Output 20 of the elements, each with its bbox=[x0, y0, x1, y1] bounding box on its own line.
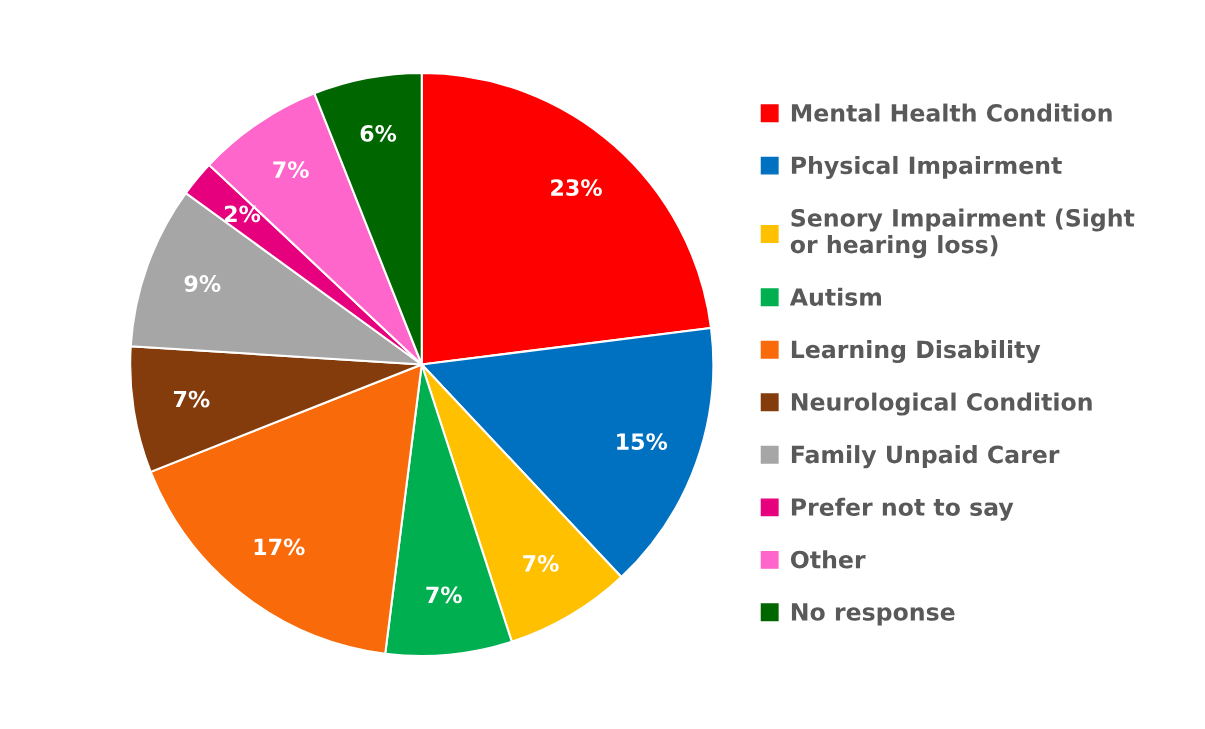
data-label: 7% bbox=[273, 161, 309, 179]
data-label: 6% bbox=[360, 124, 397, 142]
legend-label: Other bbox=[790, 550, 866, 569]
legend-label: Physical Impairment bbox=[791, 155, 1062, 179]
data-label: 23% bbox=[551, 179, 602, 196]
legend-label: Neurological Condition bbox=[791, 392, 1092, 416]
legend-label: Family Unpaid Carer bbox=[791, 445, 1060, 469]
legend-label: No response bbox=[791, 603, 955, 626]
legend-label: Autism bbox=[789, 287, 882, 306]
data-label: 7% bbox=[523, 554, 559, 572]
legend-label: Learning Disability bbox=[791, 340, 1041, 364]
data-label: 2% bbox=[224, 205, 261, 223]
data-label: 15% bbox=[617, 433, 668, 450]
data-label: 17% bbox=[254, 538, 305, 556]
data-label: 7% bbox=[173, 390, 210, 408]
legend-label: Prefer not to say bbox=[791, 497, 1014, 521]
legend-label: Mental Health Condition bbox=[791, 103, 1112, 122]
legend-label: Senory Impairment (Sight or hearing loss) bbox=[790, 208, 1135, 259]
data-label: 7% bbox=[426, 586, 462, 604]
data-label: 9% bbox=[184, 275, 221, 292]
